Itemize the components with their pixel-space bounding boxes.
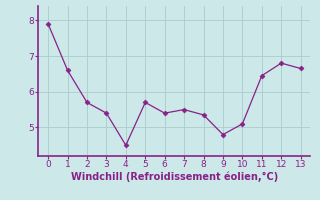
X-axis label: Windchill (Refroidissement éolien,°C): Windchill (Refroidissement éolien,°C)	[71, 172, 278, 182]
